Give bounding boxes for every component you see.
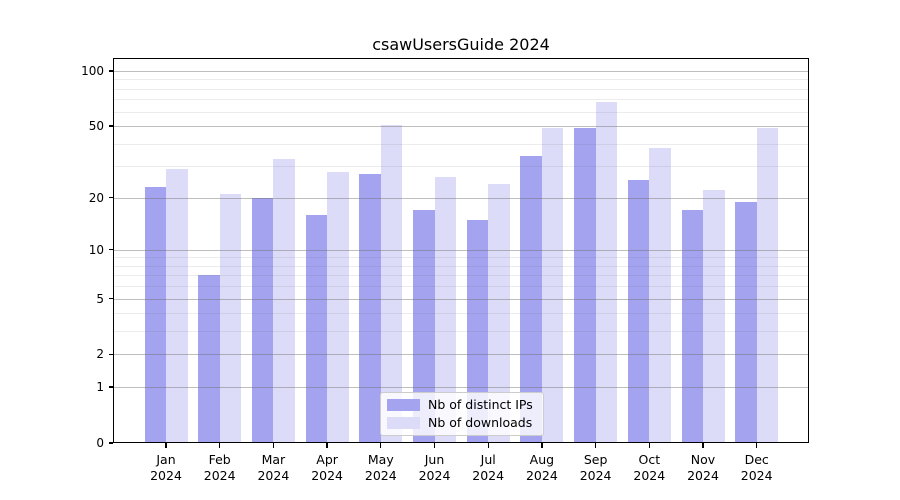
x-tick-mark-jul-2024 — [487, 443, 489, 448]
y-tick-label-0: 0 — [96, 436, 104, 450]
grid-minor-line-7 — [113, 275, 809, 277]
y-tick-label-100: 100 — [81, 64, 104, 78]
legend: Nb of distinct IPs Nb of downloads — [380, 392, 544, 436]
x-tick-mark-oct-2024 — [648, 443, 650, 448]
bar-downloads-jun-2024 — [434, 177, 456, 443]
grid-minor-line-90 — [113, 79, 809, 81]
y-tick-mark-10 — [109, 249, 113, 251]
x-tick-label-apr-2024: Apr 2024 — [311, 452, 343, 483]
y-tick-mark-0 — [109, 442, 113, 444]
y-tick-label-10: 10 — [88, 242, 104, 257]
grid-minor-line-70 — [113, 99, 809, 101]
y-tick-mark-50 — [109, 125, 113, 127]
x-tick-mark-jan-2024 — [165, 443, 167, 448]
grid-minor-line-60 — [113, 111, 809, 113]
grid-minor-line-4 — [113, 313, 809, 315]
x-tick-label-jan-2024: Jan 2024 — [150, 452, 182, 483]
bar-downloads-mar-2024 — [273, 158, 295, 443]
grid-major-line-100 — [113, 71, 809, 72]
y-tick-mark-20 — [109, 196, 113, 199]
x-tick-label-dec-2024: Dec 2024 — [740, 452, 773, 483]
y-tick-mark-5 — [109, 297, 113, 300]
grid-major-line-2 — [113, 354, 809, 356]
y-tick-mark-1 — [109, 386, 113, 388]
y-tick-label-5: 5 — [96, 291, 104, 306]
legend-item-distinct-ips: Nb of distinct IPs — [387, 398, 537, 412]
bar-distinct-ips-oct-2024 — [627, 180, 650, 443]
x-tick-label-jul-2024: Jul 2024 — [472, 452, 505, 483]
y-tick-label-1: 1 — [96, 380, 104, 395]
x-tick-label-may-2024: May 2024 — [364, 452, 397, 483]
x-tick-label-sep-2024: Sep 2024 — [579, 452, 612, 483]
bar-downloads-apr-2024 — [327, 171, 349, 443]
grid-minor-line-9 — [113, 257, 809, 259]
bar-downloads-aug-2024 — [541, 127, 564, 443]
x-tick-mark-apr-2024 — [326, 443, 328, 448]
bar-distinct-ips-apr-2024 — [305, 214, 328, 443]
bar-distinct-ips-feb-2024 — [198, 275, 220, 443]
x-tick-mark-sep-2024 — [594, 443, 597, 448]
grid-minor-line-40 — [113, 143, 809, 145]
x-tick-mark-mar-2024 — [272, 443, 275, 448]
bar-downloads-jan-2024 — [166, 168, 188, 443]
bar-distinct-ips-aug-2024 — [520, 156, 542, 443]
x-tick-mark-nov-2024 — [702, 443, 704, 448]
y-tick-label-2: 2 — [96, 347, 104, 362]
grid-minor-line-3 — [113, 331, 809, 333]
bar-distinct-ips-jul-2024 — [466, 219, 489, 443]
grid-major-line-10 — [113, 249, 809, 251]
legend-label-downloads: Nb of downloads — [428, 415, 533, 430]
bar-downloads-jul-2024 — [488, 183, 510, 443]
x-tick-mark-feb-2024 — [219, 443, 221, 448]
grid-minor-line-30 — [113, 166, 809, 168]
grid-major-line-20 — [113, 197, 809, 199]
x-tick-label-nov-2024: Nov 2024 — [687, 452, 719, 483]
legend-label-distinct-ips: Nb of distinct IPs — [428, 397, 533, 412]
y-tick-mark-100 — [109, 70, 113, 72]
x-tick-mark-dec-2024 — [756, 443, 758, 448]
x-tick-mark-aug-2024 — [541, 443, 543, 448]
x-tick-label-jun-2024: Jun 2024 — [418, 452, 451, 483]
bar-downloads-may-2024 — [380, 124, 403, 443]
x-tick-label-oct-2024: Oct 2024 — [633, 452, 666, 483]
x-tick-mark-jun-2024 — [433, 443, 436, 448]
x-tick-label-aug-2024: Aug 2024 — [525, 452, 558, 483]
legend-swatch-downloads — [387, 417, 420, 429]
bar-distinct-ips-dec-2024 — [735, 201, 757, 443]
bar-distinct-ips-jun-2024 — [413, 210, 435, 443]
grid-major-line-1 — [113, 387, 809, 389]
grid-minor-line-6 — [113, 286, 809, 288]
grid-major-line-50 — [113, 126, 809, 128]
grid-major-line-5 — [113, 298, 809, 300]
bar-distinct-ips-mar-2024 — [251, 197, 274, 443]
bar-downloads-oct-2024 — [649, 147, 671, 443]
bar-downloads-sep-2024 — [595, 101, 618, 443]
legend-swatch-distinct-ips — [387, 399, 420, 411]
bar-distinct-ips-jan-2024 — [144, 186, 166, 443]
x-tick-mark-may-2024 — [380, 443, 382, 448]
y-tick-label-20: 20 — [88, 190, 104, 205]
bar-distinct-ips-nov-2024 — [681, 210, 703, 443]
bar-distinct-ips-sep-2024 — [574, 127, 596, 443]
chart-title: csawUsersGuide 2024 — [372, 35, 550, 54]
bar-downloads-feb-2024 — [219, 193, 242, 443]
bar-distinct-ips-may-2024 — [359, 174, 381, 443]
bar-downloads-dec-2024 — [756, 127, 779, 443]
x-tick-label-feb-2024: Feb 2024 — [203, 452, 236, 483]
x-tick-label-mar-2024: Mar 2024 — [257, 452, 290, 483]
bar-downloads-nov-2024 — [703, 190, 725, 443]
grid-minor-line-80 — [113, 88, 809, 90]
y-tick-mark-2 — [109, 353, 113, 356]
grid-minor-line-8 — [113, 265, 809, 267]
legend-item-downloads: Nb of downloads — [387, 416, 537, 430]
y-tick-label-50: 50 — [88, 119, 104, 134]
